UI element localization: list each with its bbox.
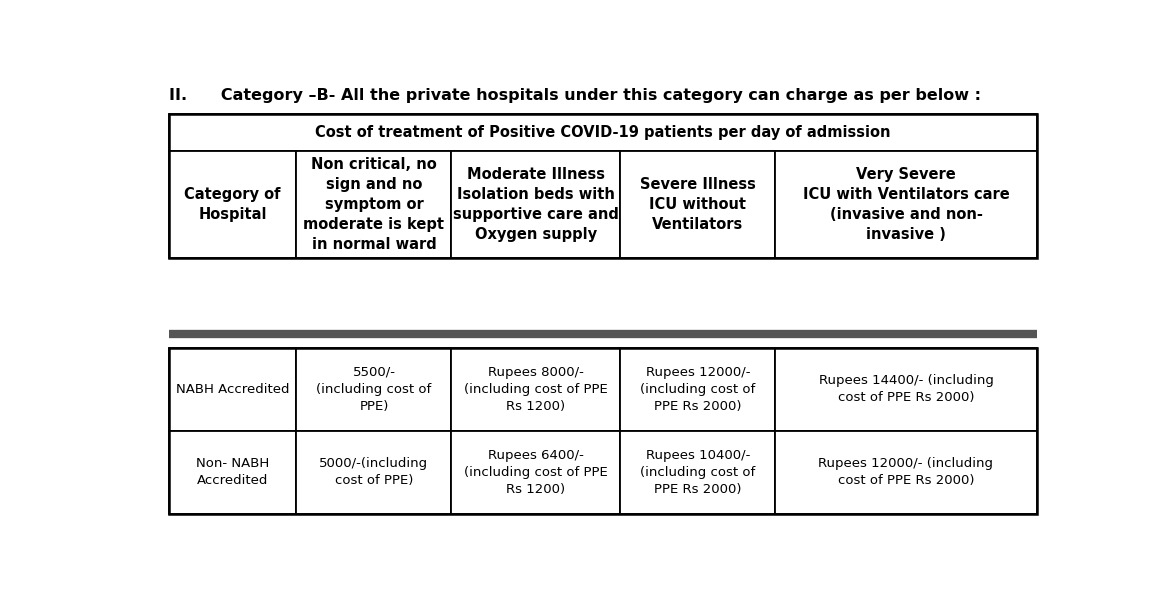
Text: Severe Illness
ICU without
Ventilators: Severe Illness ICU without Ventilators: [640, 177, 756, 232]
Bar: [620, 151, 776, 257]
Bar: [168, 115, 1036, 151]
Bar: [776, 151, 1036, 257]
Text: Cost of treatment of Positive COVID-19 patients per day of admission: Cost of treatment of Positive COVID-19 p…: [315, 125, 891, 140]
Text: Rupees 12000/-
(including cost of
PPE Rs 2000): Rupees 12000/- (including cost of PPE Rs…: [640, 366, 756, 413]
Bar: [451, 431, 620, 514]
Bar: [451, 151, 620, 257]
Text: Category of
Hospital: Category of Hospital: [184, 187, 281, 222]
Bar: [296, 347, 451, 431]
Text: Non critical, no
sign and no
symptom or
moderate is kept
in normal ward: Non critical, no sign and no symptom or …: [303, 157, 444, 251]
Text: Rupees 6400/-
(including cost of PPE
Rs 1200): Rupees 6400/- (including cost of PPE Rs …: [464, 449, 607, 496]
Bar: [168, 347, 296, 431]
Bar: [451, 347, 620, 431]
Text: Moderate Illness
Isolation beds with
supportive care and
Oxygen supply: Moderate Illness Isolation beds with sup…: [454, 167, 619, 242]
Text: Very Severe
ICU with Ventilators care
(invasive and non-
invasive ): Very Severe ICU with Ventilators care (i…: [803, 167, 1009, 242]
Bar: [168, 431, 296, 514]
Bar: [168, 115, 1036, 257]
Bar: [168, 347, 1036, 514]
Bar: [296, 151, 451, 257]
Text: NABH Accredited: NABH Accredited: [176, 383, 289, 396]
Text: II.      Category –B- All the private hospitals under this category can charge a: II. Category –B- All the private hospita…: [168, 88, 981, 103]
Bar: [620, 431, 776, 514]
Text: Rupees 14400/- (including
cost of PPE Rs 2000): Rupees 14400/- (including cost of PPE Rs…: [819, 374, 993, 404]
Bar: [296, 431, 451, 514]
Bar: [168, 151, 296, 257]
Text: Rupees 8000/-
(including cost of PPE
Rs 1200): Rupees 8000/- (including cost of PPE Rs …: [464, 366, 607, 413]
Bar: [776, 347, 1036, 431]
Bar: [620, 347, 776, 431]
Text: 5000/-(including
cost of PPE): 5000/-(including cost of PPE): [320, 457, 429, 487]
Text: 5500/-
(including cost of
PPE): 5500/- (including cost of PPE): [316, 366, 431, 413]
Text: Rupees 12000/- (including
cost of PPE Rs 2000): Rupees 12000/- (including cost of PPE Rs…: [819, 457, 994, 487]
Text: Non- NABH
Accredited: Non- NABH Accredited: [196, 457, 269, 487]
Text: Rupees 10400/-
(including cost of
PPE Rs 2000): Rupees 10400/- (including cost of PPE Rs…: [640, 449, 756, 496]
Bar: [776, 431, 1036, 514]
